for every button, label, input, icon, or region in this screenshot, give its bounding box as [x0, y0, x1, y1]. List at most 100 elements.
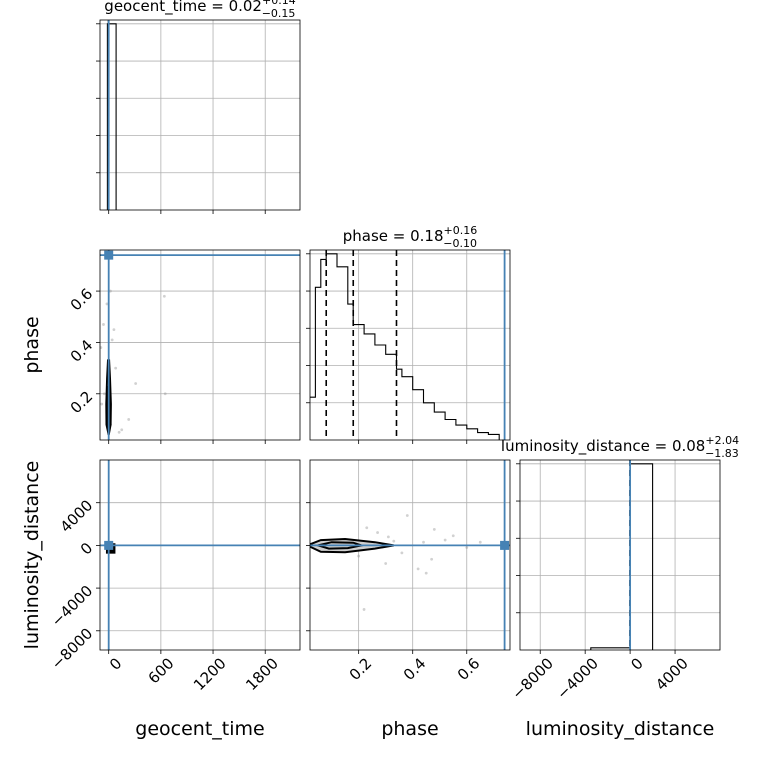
plot-area-phase — [310, 250, 506, 440]
sample-point-9 — [376, 531, 379, 534]
xaxis-label-luminosity_distance: luminosity_distance — [526, 718, 715, 740]
xtick-label-geocent_time-1: 600 — [145, 654, 178, 687]
sample-point-2 — [120, 428, 124, 432]
ytick-label-phase-0: 0.2 — [67, 387, 97, 417]
sample-point-3 — [100, 402, 104, 406]
xtick-label-geocent_time-0: 0 — [106, 654, 125, 673]
sample-point-4 — [443, 538, 447, 542]
ytick-label-luminosity_distance-0: −8000 — [48, 624, 97, 673]
plot-area-geocent_time_vs_luminosity_distance — [100, 460, 300, 650]
sample-point-13 — [432, 527, 436, 531]
xtick-label-luminosity_distance-2: 0 — [627, 654, 646, 673]
histogram-luminosity_distance — [590, 463, 654, 650]
title-main-phase: phase = 0.18 — [343, 227, 444, 245]
sample-point-15 — [127, 418, 131, 421]
xaxis-label-geocent_time: geocent_time — [135, 718, 264, 740]
grid-1-0 — [100, 250, 300, 440]
sample-point-14 — [478, 540, 482, 544]
xtick-label-geocent_time-2: 1200 — [190, 654, 230, 694]
histogram-phase — [310, 253, 500, 440]
ytick-label-luminosity_distance-2: 0 — [77, 539, 96, 558]
sample-point-17 — [424, 571, 428, 575]
frame-phase — [309, 249, 511, 441]
plot-area-luminosity_distance — [590, 460, 654, 650]
xtick-label-luminosity_distance-0: −8000 — [508, 654, 557, 703]
sample-point-11 — [109, 289, 112, 293]
sample-point-11 — [362, 608, 366, 611]
sample-point-8 — [451, 534, 455, 538]
frame-luminosity_distance — [519, 459, 721, 651]
xtick-label-geocent_time-3: 1800 — [242, 654, 282, 694]
sample-point-13 — [114, 366, 118, 370]
panel-title-geocent_time: geocent_time = 0.02+0.14 −0.15 — [104, 0, 295, 20]
plot-area-geocent_time_vs_phase — [100, 250, 300, 440]
title-main-luminosity_distance: luminosity_distance = 0.08 — [501, 437, 705, 456]
grid-2-2 — [520, 460, 720, 650]
sample-point-7 — [163, 392, 167, 396]
panel-hist-geocent_time — [96, 19, 301, 214]
sample-point-1 — [386, 535, 390, 539]
grid-0-0 — [100, 20, 300, 210]
panel-2d-geocent_time-luminosity_distance — [96, 459, 301, 654]
grid-2-1 — [310, 460, 510, 650]
sample-point-3 — [422, 540, 425, 544]
xaxis-label-phase: phase — [381, 718, 438, 740]
title-minus-geocent_time: −0.15 — [262, 7, 296, 20]
title-minus-luminosity_distance: −1.83 — [705, 447, 739, 460]
sample-point-2 — [400, 551, 404, 555]
labels: geocent_time = 0.02+0.14 −0.15 phase = 0.1… — [21, 0, 739, 740]
panel-2d-geocent_time-phase — [96, 249, 301, 444]
panel-hist-luminosity_distance — [516, 459, 721, 654]
xtick-label-phase-1: 0.4 — [400, 654, 430, 684]
sample-point-14 — [100, 346, 103, 349]
sample-point-5 — [162, 294, 166, 298]
ytick-label-luminosity_distance-1: −4000 — [48, 582, 97, 631]
ytick-label-luminosity_distance-3: 4000 — [57, 496, 97, 536]
frame-geocent_time — [99, 19, 301, 211]
sample-point-10 — [416, 567, 420, 571]
truth-marker-geocent_time_vs_phase — [104, 250, 114, 260]
panel-title-phase: phase = 0.18+0.16 −0.10 — [343, 224, 478, 250]
panel-hist-phase — [306, 249, 511, 444]
sample-point-16 — [392, 539, 396, 543]
sample-point-10 — [112, 328, 116, 331]
title-plus-geocent_time: +0.14 — [262, 0, 296, 7]
sample-point-5 — [465, 546, 469, 549]
xtick-label-phase-2: 0.6 — [454, 654, 484, 684]
panel-2d-phase-luminosity_distance — [306, 459, 511, 654]
truth-marker-phase_vs_luminosity_distance — [500, 540, 510, 550]
truth-marker-geocent_time_vs_luminosity_distance — [104, 540, 114, 550]
frame-geocent_time_vs_phase — [99, 249, 301, 441]
sample-point-15 — [357, 554, 361, 558]
xtick-label-luminosity_distance-3: 4000 — [652, 654, 692, 694]
title-main-geocent_time: geocent_time = 0.02 — [104, 0, 262, 16]
panel-title-luminosity_distance: luminosity_distance = 0.08+2.04 −1.83 — [501, 434, 739, 460]
xtick-label-luminosity_distance-1: −4000 — [553, 654, 602, 703]
grid-1-1 — [310, 250, 510, 440]
sample-point-6 — [134, 382, 138, 385]
sample-point-12 — [105, 302, 109, 306]
frame-phase_vs_luminosity_distance — [309, 459, 511, 651]
title-plus-luminosity_distance: +2.04 — [705, 434, 739, 447]
title-plus-phase: +0.16 — [444, 224, 478, 237]
yaxis-label-phase: phase — [21, 316, 43, 373]
sample-point-9 — [102, 392, 106, 396]
plot-area-phase_vs_luminosity_distance — [310, 460, 510, 650]
sample-point-7 — [384, 562, 388, 565]
sample-point-0 — [365, 526, 369, 530]
sample-point-0 — [102, 323, 105, 326]
grid-2-0 — [100, 460, 300, 650]
frame-geocent_time_vs_luminosity_distance — [99, 459, 301, 651]
ytick-label-phase-1: 0.4 — [67, 336, 97, 366]
sample-point-4 — [110, 338, 114, 342]
title-minus-phase: −0.10 — [443, 237, 477, 250]
sample-point-6 — [430, 557, 434, 561]
plot-area-geocent_time — [106, 20, 117, 210]
xtick-label-phase-0: 0.2 — [346, 654, 376, 684]
sample-point-8 — [117, 430, 121, 434]
yaxis-label-luminosity_distance: luminosity_distance — [21, 461, 43, 650]
ytick-label-phase-2: 0.6 — [67, 285, 97, 315]
histogram-geocent_time — [106, 23, 117, 210]
sample-point-12 — [405, 514, 409, 517]
